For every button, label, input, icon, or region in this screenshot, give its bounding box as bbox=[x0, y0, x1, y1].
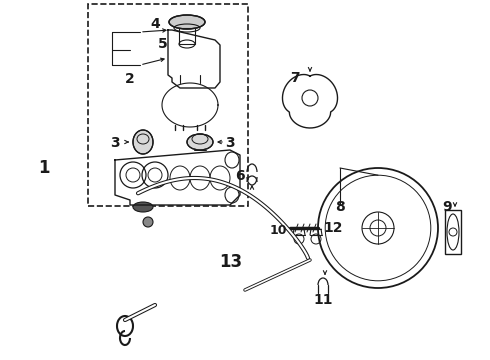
Text: 10: 10 bbox=[269, 224, 287, 237]
Text: 7: 7 bbox=[290, 71, 300, 85]
Ellipse shape bbox=[133, 130, 153, 154]
Text: 13: 13 bbox=[220, 253, 243, 271]
Text: 9: 9 bbox=[442, 200, 452, 214]
Text: 1: 1 bbox=[38, 159, 50, 177]
Text: 3: 3 bbox=[110, 136, 120, 150]
Ellipse shape bbox=[169, 15, 205, 29]
Text: 6: 6 bbox=[235, 169, 245, 183]
Text: 5: 5 bbox=[158, 37, 168, 51]
Text: 4: 4 bbox=[150, 17, 160, 31]
Circle shape bbox=[143, 217, 153, 227]
Ellipse shape bbox=[187, 134, 213, 150]
Text: 12: 12 bbox=[323, 221, 343, 235]
Ellipse shape bbox=[133, 202, 153, 212]
Text: 8: 8 bbox=[335, 200, 345, 214]
Bar bbox=[445, 210, 461, 254]
Bar bbox=[179, 28, 195, 44]
Text: 11: 11 bbox=[313, 293, 333, 307]
Bar bbox=[88, 4, 248, 206]
Text: 2: 2 bbox=[125, 72, 135, 86]
Text: 3: 3 bbox=[225, 136, 235, 150]
